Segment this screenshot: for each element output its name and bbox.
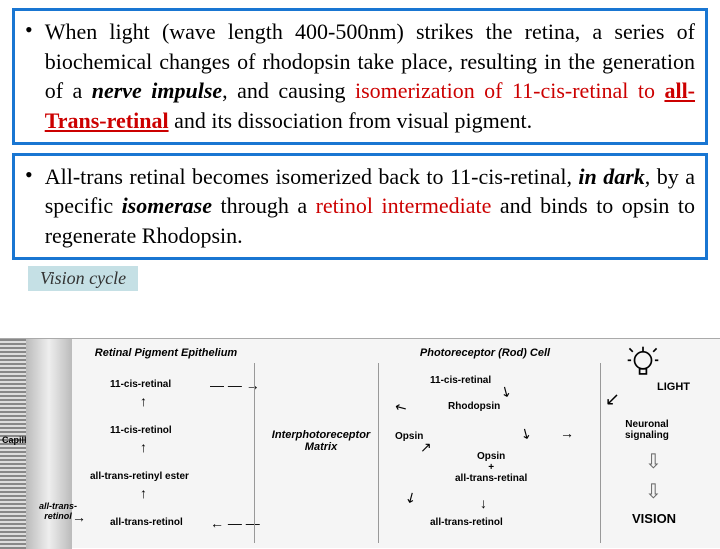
down-arrow-icon-2: ⇩ bbox=[645, 479, 662, 504]
node-ester: all-trans-retinyl ester bbox=[90, 471, 189, 482]
bullet-marker: • bbox=[25, 17, 33, 43]
b1-mid: , and causing bbox=[222, 78, 355, 103]
node-11cis-retinal-l: 11-cis-retinal bbox=[110, 379, 171, 390]
vision-cycle-diagram: Capillary Retinal Pigment Epithelium Int… bbox=[0, 338, 720, 548]
rpe-label: Retinal Pigment Epithelium bbox=[86, 347, 246, 359]
b1-post: and its dissociation from visual pigment… bbox=[169, 108, 533, 133]
bullet-1-text: When light (wave length 400-500nm) strik… bbox=[45, 17, 695, 136]
b1-iso: isomerization of 11-cis-retinal to bbox=[355, 78, 664, 103]
capillary-label: Capillary bbox=[2, 435, 26, 445]
b2-mid2: through a bbox=[212, 193, 316, 218]
vision-cycle-label: Vision cycle bbox=[28, 266, 138, 291]
node-opsin-plus: Opsin + all-trans-retinal bbox=[455, 451, 527, 484]
bullet-2-text: All-trans retinal becomes isomerized bac… bbox=[45, 162, 695, 251]
bullet-block-1: • When light (wave length 400-500nm) str… bbox=[12, 8, 708, 145]
b1-nerve: nerve impulse bbox=[92, 78, 222, 103]
b2-indark: in dark bbox=[578, 164, 644, 189]
b2-pre: All-trans retinal becomes isomerized bac… bbox=[45, 164, 579, 189]
bullet-marker-2: • bbox=[25, 162, 33, 188]
node-atr-r: all-trans-retinol bbox=[430, 517, 503, 528]
ipm-label: Interphotoreceptor Matrix bbox=[266, 429, 376, 453]
neuronal-label: Neuronal signaling bbox=[625, 419, 669, 441]
node-atr-mid: all-trans-retinol bbox=[110, 517, 183, 528]
vision-label: VISION bbox=[632, 511, 676, 526]
node-11cis-retinol-l: 11-cis-retinol bbox=[110, 425, 172, 436]
b2-iso: isomerase bbox=[122, 193, 212, 218]
b2-retinol: retinol intermediate bbox=[316, 193, 492, 218]
node-rhodopsin: Rhodopsin bbox=[448, 401, 500, 412]
down-arrow-icon: ⇩ bbox=[645, 449, 662, 474]
node-11cis-retinal-r: 11-cis-retinal bbox=[430, 375, 491, 386]
lightbulb-icon bbox=[626, 345, 660, 379]
light-label: LIGHT bbox=[657, 381, 690, 393]
bullet-block-2: • All-trans retinal becomes isomerized b… bbox=[12, 153, 708, 260]
rod-label: Photoreceptor (Rod) Cell bbox=[400, 347, 570, 359]
